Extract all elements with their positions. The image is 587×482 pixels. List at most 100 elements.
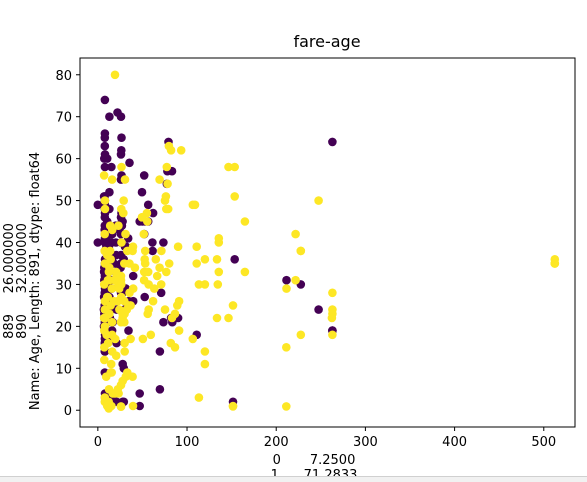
y-label-line-1: 889 26.000000 (2, 223, 17, 339)
point-survived-98 (107, 317, 117, 327)
point-survived-19 (282, 343, 291, 352)
point-survived-80 (121, 229, 130, 239)
point-survived-108 (101, 372, 111, 382)
point-survived-118 (120, 175, 130, 184)
point-survived-7 (107, 175, 117, 184)
point-died-86 (128, 271, 138, 281)
point-survived-28 (224, 313, 233, 323)
point-survived-59 (152, 271, 162, 281)
point-survived-131 (170, 343, 180, 352)
point-survived-83 (119, 196, 128, 205)
point-survived-26 (230, 162, 239, 172)
point-died-54 (230, 254, 239, 264)
y-tick-label-0: 0 (64, 404, 72, 419)
point-survived-65 (143, 309, 152, 319)
point-survived-146 (328, 288, 337, 298)
point-survived-178 (105, 246, 115, 256)
point-died-78 (125, 158, 134, 168)
point-survived-126 (130, 263, 140, 273)
point-survived-4 (120, 347, 129, 356)
point-survived-32 (214, 267, 224, 277)
point-survived-140 (230, 192, 239, 201)
point-survived-54 (162, 204, 171, 214)
point-survived-76 (128, 284, 138, 293)
point-died-27 (314, 305, 323, 314)
point-survived-37 (200, 254, 210, 264)
point-survived-41 (188, 334, 198, 344)
point-survived-145 (327, 313, 337, 323)
point-survived-180 (117, 238, 126, 247)
point-died-43 (148, 238, 157, 247)
point-survived-110 (100, 196, 110, 205)
y-label-line-3: Name: Age, Length: 891, dtype: float64 (28, 152, 43, 410)
point-survived-175 (104, 267, 114, 277)
x-tick-label-400: 400 (442, 435, 467, 450)
point-died-66 (105, 112, 114, 121)
point-survived-174 (116, 271, 126, 281)
point-died-147 (116, 250, 126, 260)
point-died-129 (156, 288, 166, 298)
point-survived-143 (291, 275, 300, 285)
y-axis-label: 889 26.000000 890 32.000000 Name: Age, L… (2, 152, 43, 410)
point-survived-69 (139, 267, 149, 277)
point-survived-184 (137, 213, 147, 222)
point-survived-72 (138, 334, 148, 344)
y-tick-label-40: 40 (55, 237, 72, 252)
point-survived-24 (240, 217, 250, 226)
point-survived-121 (120, 338, 129, 348)
point-survived-132 (174, 296, 184, 306)
point-died-152 (93, 238, 103, 247)
point-survived-138 (212, 313, 222, 323)
point-survived-166 (100, 322, 110, 331)
point-survived-153 (100, 393, 110, 402)
point-survived-136 (194, 393, 204, 402)
point-survived-46 (167, 313, 177, 323)
point-survived-113 (99, 280, 109, 289)
point-survived-56 (160, 196, 170, 205)
point-survived-164 (103, 338, 113, 348)
point-survived-58 (155, 263, 164, 273)
point-died-120 (139, 171, 149, 180)
x-tick-label-500: 500 (531, 435, 556, 450)
x-tick-label-0: 0 (94, 435, 102, 450)
point-survived-128 (151, 254, 161, 264)
point-survived-114 (99, 171, 109, 180)
point-survived-50 (164, 141, 174, 151)
point-survived-17 (328, 330, 337, 340)
point-survived-36 (200, 359, 210, 369)
point-survived-53 (162, 162, 172, 172)
point-died-57 (100, 162, 110, 172)
point-survived-23 (282, 284, 291, 293)
point-died-95 (148, 208, 158, 218)
y-tick-label-10: 10 (55, 362, 72, 377)
point-died-59 (124, 326, 133, 335)
point-survived-134 (188, 200, 198, 210)
y-tick-label-60: 60 (55, 153, 72, 168)
point-survived-0 (157, 246, 166, 256)
point-survived-33 (212, 254, 222, 264)
point-survived-130 (160, 305, 170, 314)
point-survived-169 (126, 301, 135, 310)
point-survived-77 (126, 334, 135, 344)
point-died-132 (117, 133, 126, 142)
point-survived-185 (119, 208, 128, 218)
point-survived-120 (120, 259, 129, 268)
point-died-28 (155, 347, 165, 356)
point-survived-71 (139, 229, 149, 239)
point-survived-25 (224, 162, 233, 172)
point-survived-6 (117, 162, 126, 172)
point-survived-52 (163, 179, 172, 189)
data-points (93, 70, 560, 413)
point-survived-135 (192, 259, 201, 268)
point-survived-34 (213, 280, 223, 289)
point-survived-99 (107, 284, 117, 293)
point-survived-35 (200, 347, 210, 356)
y-tick-label-30: 30 (55, 278, 72, 293)
point-survived-38 (194, 280, 204, 289)
point-survived-139 (228, 402, 238, 411)
point-died-74 (155, 385, 165, 394)
point-survived-160 (106, 359, 116, 369)
point-survived-68 (140, 254, 149, 264)
point-survived-137 (200, 280, 210, 289)
